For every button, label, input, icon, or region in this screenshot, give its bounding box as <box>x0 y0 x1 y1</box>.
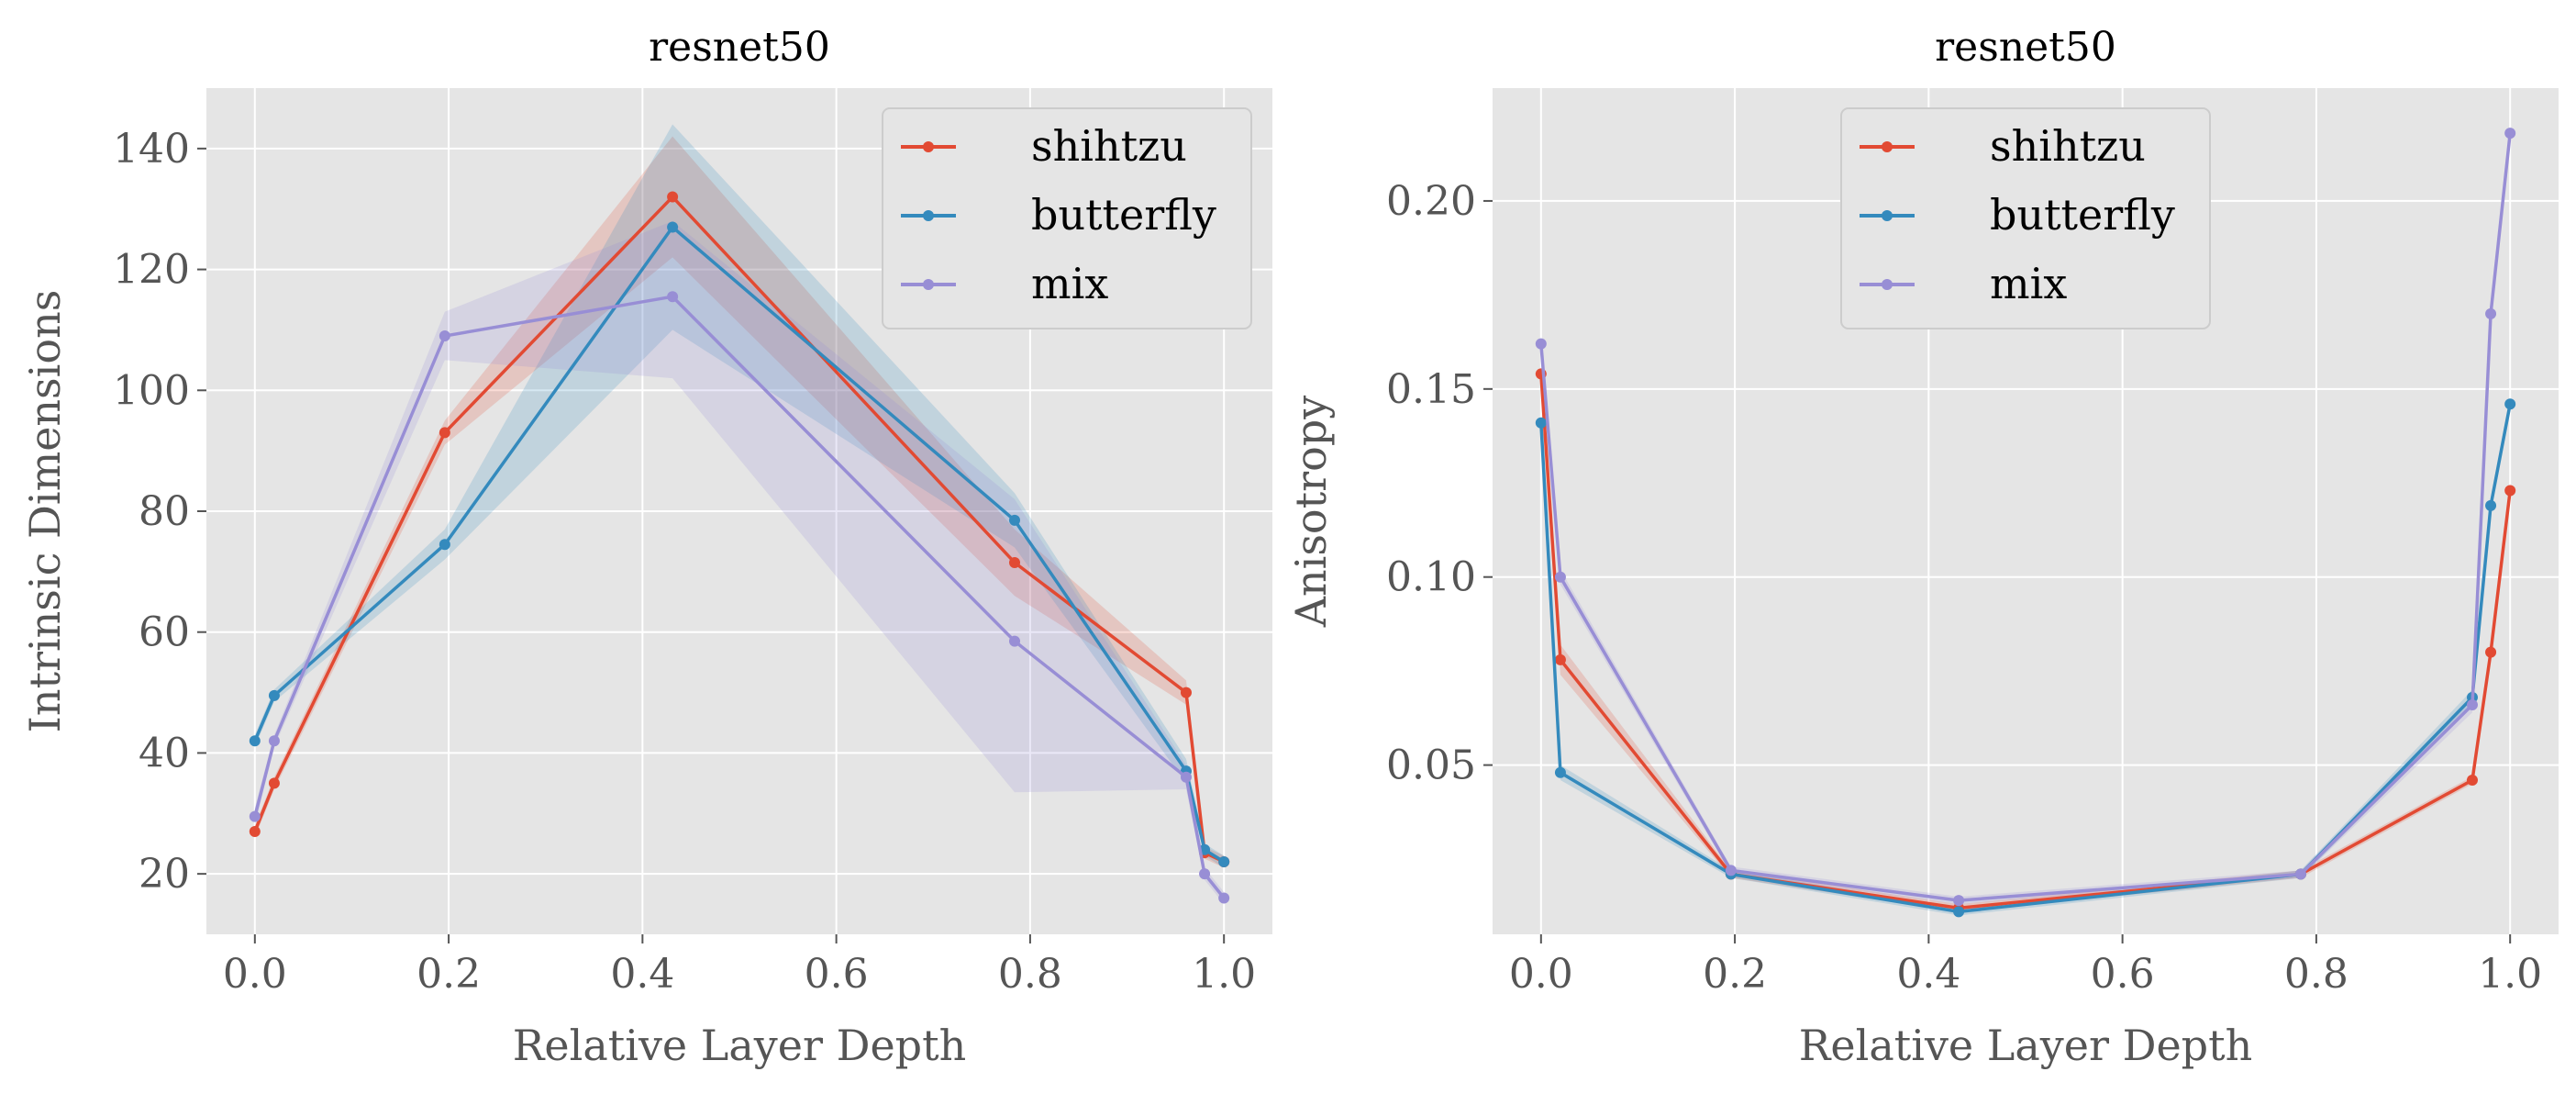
legend-label: shihtzu <box>1031 121 1187 171</box>
legend-label: mix <box>1031 259 1108 308</box>
legend-item-shihtzu: shihtzu <box>901 121 1187 171</box>
data-point-mix <box>1218 892 1230 904</box>
series-lines <box>1535 128 2516 918</box>
legend-item-butterfly: butterfly <box>901 190 1216 240</box>
x-tick-label: 0.6 <box>805 951 869 998</box>
data-point-butterfly <box>249 735 261 747</box>
series-line-mix <box>253 295 1226 899</box>
data-point-butterfly <box>2504 398 2516 410</box>
anisotropy-chart: 0.0 0.2 0.4 0.6 0.8 1.0 0.05 0.10 0.15 0.20 resne… <box>1286 24 2559 1070</box>
x-tick-label: 1.0 <box>2478 951 2542 998</box>
data-point-mix <box>439 330 450 342</box>
y-tick-label: 0.20 <box>1386 178 1476 225</box>
x-tick-label: 0.0 <box>1509 951 1573 998</box>
series-line-shihtzu <box>1539 374 2512 910</box>
legend-label: mix <box>1990 259 2067 308</box>
data-point-mix <box>1953 895 1965 907</box>
data-point-shihtzu <box>2485 646 2497 658</box>
data-point-butterfly <box>2485 499 2497 511</box>
legend-item-butterfly: butterfly <box>1860 190 2175 240</box>
legend: shihtzu butterfly mix <box>882 107 1252 329</box>
data-point-butterfly <box>1953 906 1965 918</box>
data-point-butterfly <box>1009 514 1021 526</box>
legend-box <box>882 107 1252 329</box>
data-point-mix <box>2295 868 2307 880</box>
data-point-mix <box>268 735 280 747</box>
data-point-mix <box>1725 865 1737 876</box>
data-point-mix <box>2485 307 2497 319</box>
confidence-band-butterfly <box>254 124 1225 868</box>
x-tick-label: 0.2 <box>416 951 481 998</box>
confidence-band-mix <box>254 220 1225 905</box>
data-point-mix <box>1180 771 1192 783</box>
data-point-shihtzu <box>2466 774 2478 786</box>
data-point-mix <box>249 810 261 822</box>
x-tick-label: 1.0 <box>1192 951 1256 998</box>
data-point-butterfly <box>667 221 679 233</box>
data-point-mix <box>1554 571 1566 583</box>
data-point-mix <box>667 291 679 303</box>
x-tick-label: 0.8 <box>998 951 1062 998</box>
y-tick-label: 40 <box>139 730 190 776</box>
legend-label: butterfly <box>1990 190 2175 240</box>
series-line-shihtzu <box>253 195 1225 864</box>
data-point-shihtzu <box>1009 556 1021 568</box>
legend-item-mix: mix <box>1860 259 2067 308</box>
x-tick-label: 0.4 <box>610 951 674 998</box>
data-point-mix <box>2504 128 2516 140</box>
x-tick-label: 0.4 <box>1896 951 1960 998</box>
data-point-butterfly <box>439 539 450 551</box>
intrinsic-dimensions-chart: 0.0 0.2 0.4 0.6 0.8 1.0 20 40 60 80 100 120 140 resn… <box>20 24 1272 1070</box>
y-tick-label: 100 <box>113 367 190 414</box>
y-tick-label: 20 <box>139 851 190 898</box>
tick-labels: 0.0 0.2 0.4 0.6 0.8 1.0 0.05 0.10 0.15 0.20 <box>1386 178 2542 998</box>
y-tick-label: 140 <box>113 126 190 173</box>
data-point-butterfly <box>1535 417 1547 429</box>
data-point-shihtzu <box>268 777 280 789</box>
data-point-shihtzu <box>1180 687 1192 698</box>
x-tick-label: 0.8 <box>2284 951 2348 998</box>
y-tick-label: 120 <box>113 247 190 294</box>
chart-title: resnet50 <box>649 24 830 71</box>
x-axis-label: Relative Layer Depth <box>1799 1021 2252 1070</box>
y-tick-label: 0.10 <box>1386 554 1476 601</box>
y-tick-label: 0.05 <box>1386 742 1476 789</box>
data-point-shihtzu <box>2504 485 2516 497</box>
data-point-shihtzu <box>439 427 450 439</box>
series-lines <box>249 191 1230 904</box>
y-axis-label: Anisotropy <box>1286 396 1336 628</box>
x-tick-label: 0.6 <box>2091 951 2155 998</box>
legend-item-shihtzu: shihtzu <box>1860 121 2146 171</box>
data-point-butterfly <box>1218 855 1230 867</box>
legend-label: shihtzu <box>1990 121 2146 171</box>
x-axis-label: Relative Layer Depth <box>513 1021 966 1070</box>
x-tick-label: 0.0 <box>223 951 287 998</box>
y-tick-label: 80 <box>139 488 190 535</box>
data-point-mix <box>1199 868 1211 880</box>
x-tick-label: 0.2 <box>1703 951 1767 998</box>
tick-labels: 0.0 0.2 0.4 0.6 0.8 1.0 20 40 60 80 100 120 140 <box>113 126 1256 998</box>
y-axis-label: Intrinsic Dimensions <box>20 290 70 733</box>
data-point-butterfly <box>1554 766 1566 778</box>
data-point-shihtzu <box>667 191 679 203</box>
series-line-butterfly <box>1539 403 2512 914</box>
y-tick-label: 60 <box>139 609 190 656</box>
data-point-mix <box>1535 338 1547 350</box>
data-point-butterfly <box>268 689 280 701</box>
chart-title: resnet50 <box>1935 24 2116 71</box>
data-point-shihtzu <box>1554 653 1566 665</box>
legend-item-mix: mix <box>901 259 1108 308</box>
legend-label: butterfly <box>1031 190 1216 240</box>
legend-box <box>1840 107 2211 329</box>
y-tick-label: 0.15 <box>1386 366 1476 413</box>
data-point-mix <box>2466 699 2478 711</box>
data-point-shihtzu <box>249 826 261 838</box>
legend: shihtzu butterfly mix <box>1840 107 2211 329</box>
gridlines <box>1493 88 2559 934</box>
data-point-mix <box>1009 635 1021 647</box>
series-line-mix <box>1539 132 2512 902</box>
